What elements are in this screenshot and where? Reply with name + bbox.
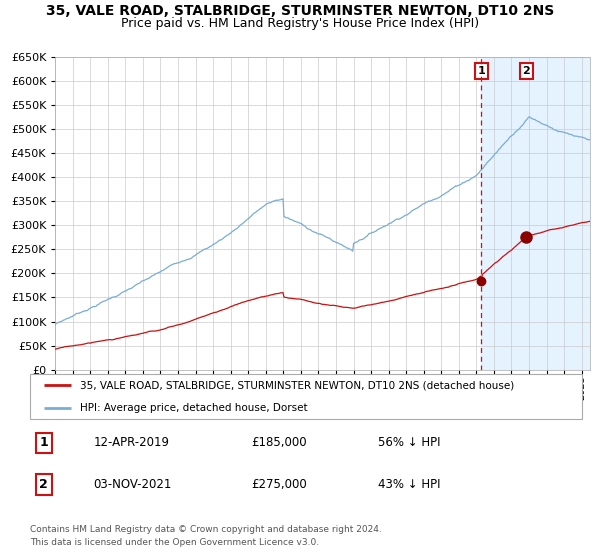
Text: Price paid vs. HM Land Registry's House Price Index (HPI): Price paid vs. HM Land Registry's House …: [121, 17, 479, 30]
Text: HPI: Average price, detached house, Dorset: HPI: Average price, detached house, Dors…: [80, 403, 307, 413]
Text: 12-APR-2019: 12-APR-2019: [94, 436, 169, 450]
Text: 35, VALE ROAD, STALBRIDGE, STURMINSTER NEWTON, DT10 2NS (detached house): 35, VALE ROAD, STALBRIDGE, STURMINSTER N…: [80, 380, 514, 390]
Text: 35, VALE ROAD, STALBRIDGE, STURMINSTER NEWTON, DT10 2NS: 35, VALE ROAD, STALBRIDGE, STURMINSTER N…: [46, 4, 554, 18]
Text: 43% ↓ HPI: 43% ↓ HPI: [378, 478, 440, 491]
Text: 56% ↓ HPI: 56% ↓ HPI: [378, 436, 440, 450]
Text: 2: 2: [40, 478, 48, 491]
FancyBboxPatch shape: [30, 374, 582, 419]
Text: £275,000: £275,000: [251, 478, 307, 491]
Text: 1: 1: [478, 66, 485, 76]
Text: £185,000: £185,000: [251, 436, 307, 450]
Bar: [481, 57, 590, 370]
Text: 03-NOV-2021: 03-NOV-2021: [94, 478, 172, 491]
Text: 1: 1: [40, 436, 48, 450]
Text: 2: 2: [523, 66, 530, 76]
Text: Contains HM Land Registry data © Crown copyright and database right 2024.: Contains HM Land Registry data © Crown c…: [30, 525, 382, 534]
Text: This data is licensed under the Open Government Licence v3.0.: This data is licensed under the Open Gov…: [30, 538, 319, 547]
